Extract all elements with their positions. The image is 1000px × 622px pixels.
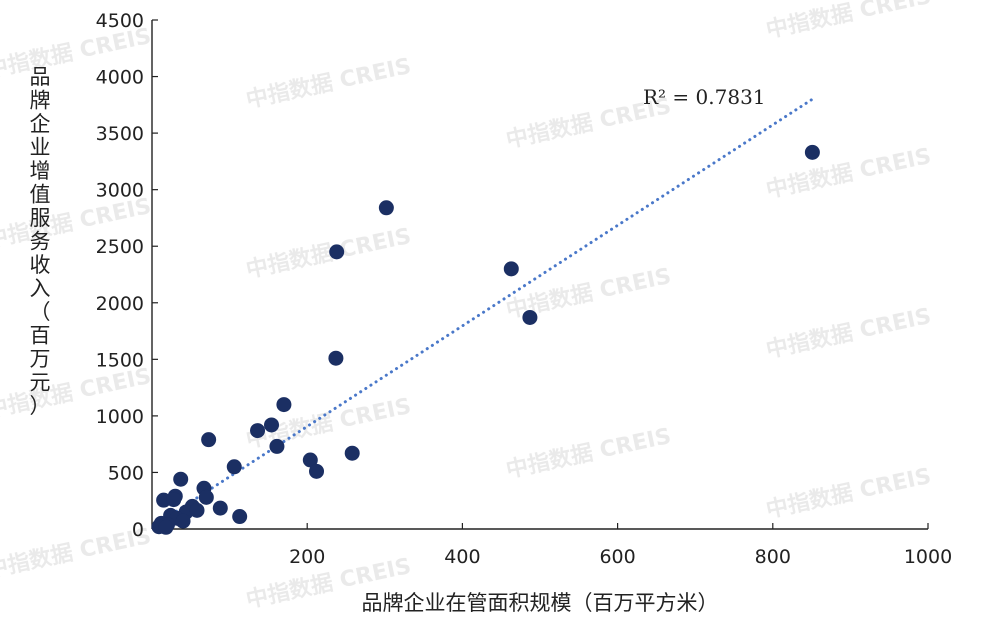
y-tick-label: 3000	[96, 180, 144, 202]
data-point	[232, 509, 248, 525]
data-point	[201, 432, 217, 448]
watermark-text: 中指数据 CREIS	[0, 523, 153, 583]
x-ticks: 200 400 600 800 1000	[289, 523, 952, 568]
data-point	[276, 397, 292, 413]
y-tick-label: 500	[108, 462, 144, 484]
y-axis-title: 品牌企业增值服务收入（百万元）	[30, 65, 51, 418]
data-point	[302, 452, 318, 468]
watermark-text: 中指数据 CREIS	[504, 423, 674, 483]
watermark-text: 中指数据 CREIS	[764, 143, 934, 203]
y-tick-label: 1500	[96, 349, 144, 371]
data-point	[269, 438, 285, 454]
data-point	[344, 445, 360, 461]
data-point	[503, 261, 519, 277]
watermark-text: 中指数据 CREIS	[244, 223, 414, 283]
x-tick-label: 1000	[904, 546, 952, 568]
x-tick-label: 600	[599, 546, 635, 568]
data-point	[166, 492, 182, 508]
data-point	[522, 309, 538, 325]
y-tick-label: 3500	[96, 123, 144, 145]
watermark-text: 中指数据 CREIS	[764, 463, 934, 523]
y-tick-label: 2500	[96, 236, 144, 258]
data-point	[173, 471, 189, 487]
axes	[151, 20, 928, 530]
y-tick-label: 2000	[96, 293, 144, 315]
watermark-text: 中指数据 CREIS	[244, 53, 414, 113]
data-point	[264, 417, 280, 433]
data-points	[151, 144, 820, 535]
data-point	[226, 459, 242, 475]
data-point	[212, 500, 228, 516]
data-point	[328, 350, 344, 366]
data-point	[198, 489, 214, 505]
x-tick-label: 200	[289, 546, 325, 568]
y-tick-label: 4500	[96, 10, 144, 32]
data-point	[804, 144, 820, 160]
trendline	[154, 97, 814, 526]
data-point	[378, 200, 394, 216]
data-point	[175, 513, 191, 529]
watermark-text: 中指数据 CREIS	[764, 303, 934, 363]
y-ticks: 0 500 1000 1500 2000 2500 3000 3500 4000 4500	[96, 10, 158, 541]
data-point	[158, 519, 174, 535]
data-point	[329, 244, 345, 260]
y-tick-label: 0	[132, 519, 144, 541]
y-tick-label: 1000	[96, 406, 144, 428]
data-point	[189, 502, 205, 518]
x-tick-label: 800	[755, 546, 791, 568]
watermark-text: 中指数据 CREIS	[764, 0, 934, 43]
x-tick-label: 400	[444, 546, 480, 568]
x-axis-title: 品牌企业在管面积规模（百万平方米）	[362, 591, 719, 615]
y-tick-label: 4000	[96, 67, 144, 89]
r-squared-annotation: R² = 0.7831	[643, 85, 766, 109]
data-point	[250, 423, 266, 439]
data-point	[309, 463, 325, 479]
